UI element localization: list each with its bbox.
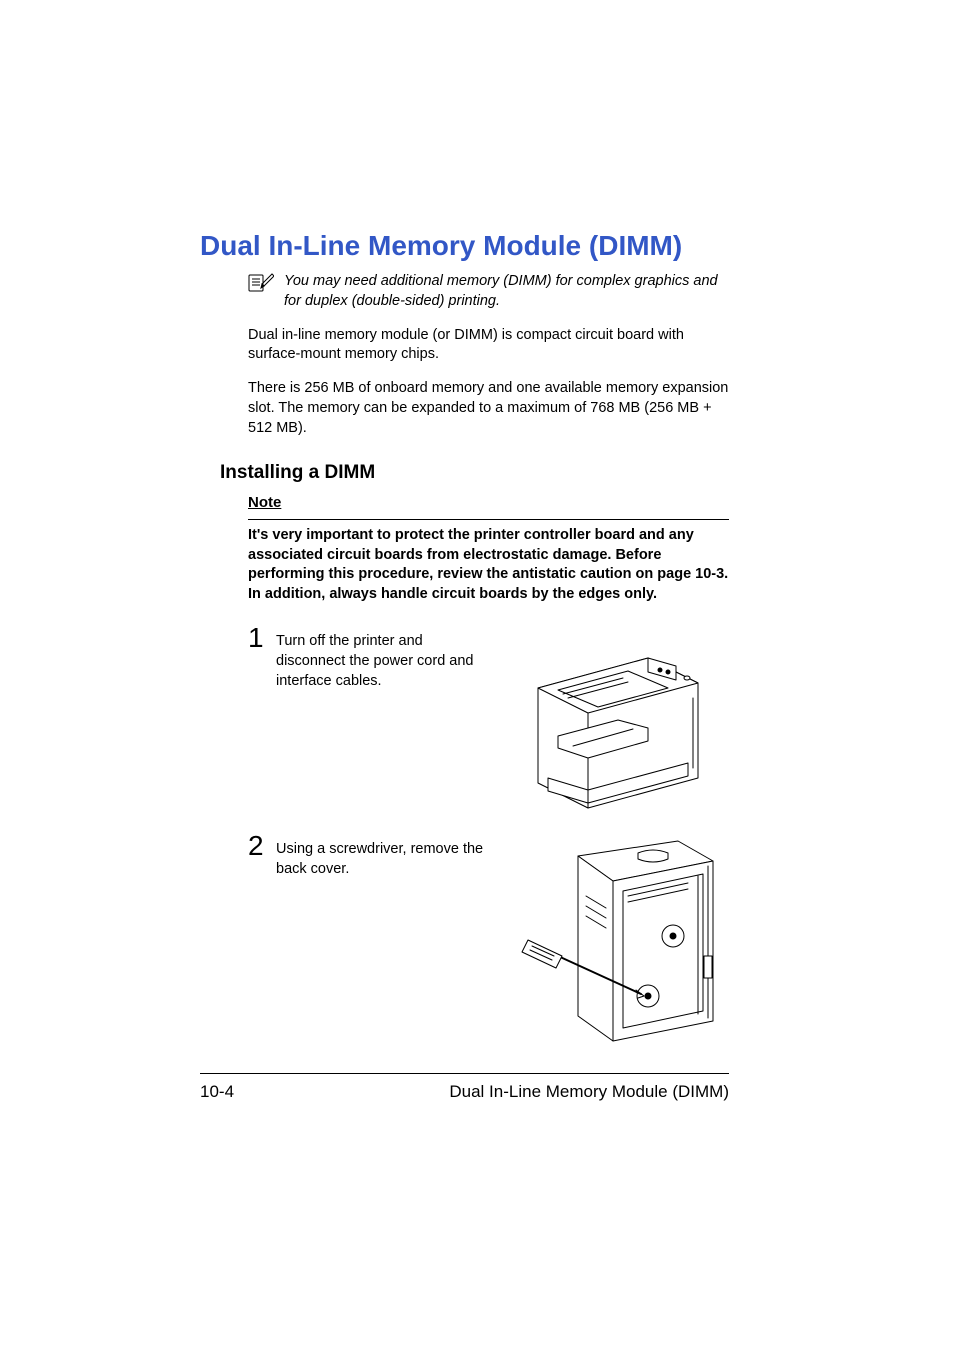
footer-rule: [200, 1073, 729, 1074]
step-1-illustration: [486, 628, 729, 818]
info-note-text: You may need additional memory (DIMM) fo…: [284, 272, 729, 311]
step-1-text: Turn off the printer and disconnect the …: [276, 628, 486, 691]
info-note: You may need additional memory (DIMM) fo…: [248, 272, 729, 311]
step-2-text: Using a screwdriver, remove the back cov…: [276, 836, 486, 879]
note-rule: [248, 519, 729, 520]
note-icon: [248, 272, 274, 297]
step-2-illustration: [486, 836, 729, 1046]
step-1: 1 Turn off the printer and disconnect th…: [248, 628, 729, 818]
section-subtitle: Installing a DIMM: [220, 462, 729, 484]
body-paragraph-2: There is 256 MB of onboard memory and on…: [248, 379, 729, 438]
step-2: 2 Using a screwdriver, remove the back c…: [248, 836, 729, 1046]
step-2-number: 2: [248, 832, 272, 860]
note-heading-wrap: Note: [248, 494, 729, 513]
page: Dual In-Line Memory Module (DIMM) You ma…: [0, 0, 954, 1350]
note-body: It's very important to protect the print…: [248, 526, 729, 604]
page-title: Dual In-Line Memory Module (DIMM): [200, 230, 729, 262]
note-heading: Note: [248, 494, 281, 513]
body-paragraph-1: Dual in-line memory module (or DIMM) is …: [248, 326, 729, 365]
page-number: 10-4: [200, 1082, 234, 1102]
step-1-number: 1: [248, 624, 272, 652]
page-footer: 10-4 Dual In-Line Memory Module (DIMM): [200, 1073, 729, 1102]
footer-section-title: Dual In-Line Memory Module (DIMM): [449, 1082, 729, 1102]
